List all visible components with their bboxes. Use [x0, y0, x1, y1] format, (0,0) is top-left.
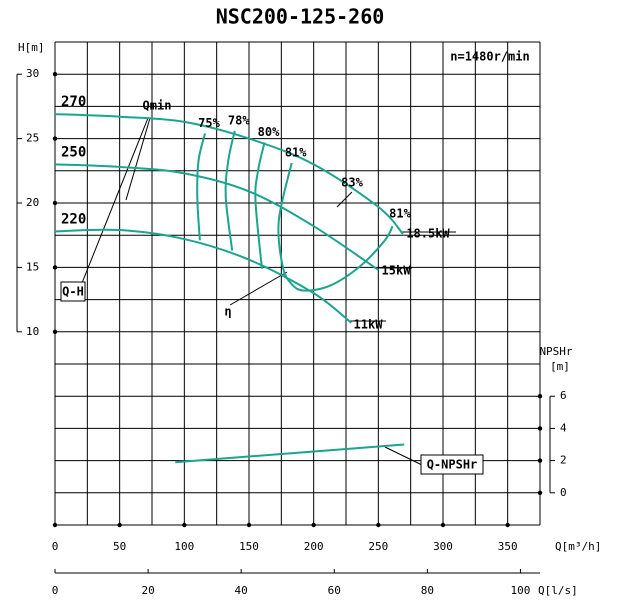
x2-axis-label: Q[l/s]: [538, 584, 578, 597]
x-tick-label: 250: [368, 540, 388, 553]
x2-tick-label: 60: [328, 584, 341, 597]
x-tick-dot: [117, 522, 122, 528]
y2-axis-label: NPSHr: [539, 345, 572, 358]
x-tick-dot: [440, 522, 446, 528]
annotation: 18.5kW: [406, 227, 450, 241]
x2-tick-label: 40: [235, 584, 248, 597]
curve: [254, 142, 266, 269]
chart-title: NSC200-125-260: [216, 5, 385, 29]
series-label: 250: [61, 144, 86, 160]
y2-tick-label: 2: [560, 454, 567, 467]
series-label: 78%: [228, 113, 250, 127]
y-tick-dot: [52, 200, 58, 206]
series-label: 270: [61, 94, 86, 110]
x-tick-label: 200: [304, 540, 324, 553]
y2-tick-label: 6: [560, 389, 567, 402]
curve: [196, 133, 206, 241]
annotation: 11kW: [354, 318, 384, 332]
y-tick-label: 25: [26, 132, 39, 145]
x-tick-dot: [182, 522, 187, 528]
annotation: n=1480r/min: [450, 50, 529, 64]
series-label: Q-NPSHr: [427, 458, 478, 472]
curve: [277, 162, 394, 292]
y2-tick-dot: [537, 394, 543, 399]
x2-tick-label: 100: [511, 584, 531, 597]
x-tick-label: 350: [498, 540, 518, 553]
curve: [54, 113, 404, 235]
x-tick-label: 50: [113, 540, 126, 553]
x-tick-dot: [311, 522, 316, 528]
y-tick-dot: [52, 136, 58, 141]
y-tick-label: 20: [26, 196, 39, 209]
y-tick-label: 15: [26, 260, 39, 273]
series-label: 220: [61, 211, 86, 227]
y-tick-label: 10: [26, 325, 39, 338]
series-label: 81%: [285, 146, 307, 160]
x2-tick-label: 0: [52, 584, 59, 597]
leaders: [81, 117, 456, 466]
y-tick-dot: [52, 265, 58, 270]
annotation: Qmin: [143, 99, 172, 113]
y2-tick-dot: [537, 426, 543, 431]
y-tick-dot: [52, 329, 58, 334]
y2-tick-dot: [537, 458, 543, 463]
x-tick-label: 100: [174, 540, 194, 553]
x2-tick-label: 20: [141, 584, 154, 597]
x-tick-dot: [52, 522, 58, 528]
y2-axis-label: [m]: [550, 360, 570, 373]
y2-tick-dot: [537, 490, 543, 495]
y-tick-label: 30: [26, 67, 39, 80]
series-label: 80%: [258, 125, 280, 139]
y-tick-dot: [52, 72, 58, 77]
curve: [224, 130, 236, 251]
curve: [54, 228, 352, 324]
curve: [175, 443, 405, 464]
x2-tick-label: 80: [421, 584, 434, 597]
x-tick-dot: [376, 522, 381, 528]
annotation: η: [224, 305, 231, 319]
x-tick-label: 300: [433, 540, 453, 553]
x-tick-dot: [505, 522, 510, 528]
series-label: 75%: [198, 116, 220, 130]
y-axis-label: H[m]: [18, 41, 45, 54]
annotation: 83%: [341, 176, 363, 190]
curve: [54, 163, 379, 271]
annotation: Q-H: [62, 285, 84, 299]
x-tick-label: 150: [239, 540, 259, 553]
x-tick-dot: [246, 522, 252, 528]
x-axis-label: Q[m³/h]: [555, 540, 601, 553]
y2-tick-label: 0: [560, 486, 567, 499]
y2-tick-label: 4: [560, 421, 567, 434]
label-box: [420, 454, 484, 475]
x-tick-label: 0: [52, 540, 59, 553]
label-box: [60, 281, 86, 302]
annotation: 81%: [389, 207, 411, 221]
annotation: 15kW: [382, 264, 412, 278]
